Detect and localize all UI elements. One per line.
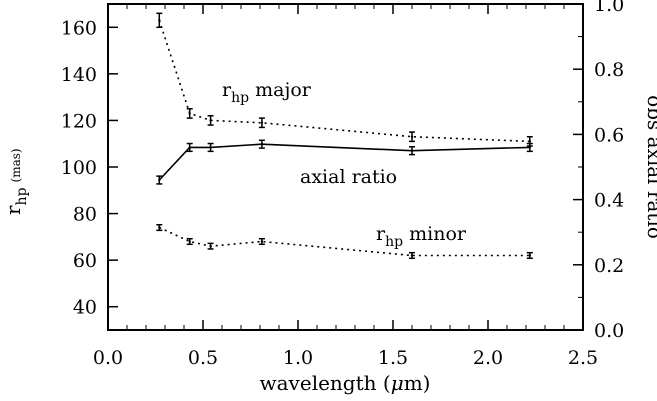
x-tick-label-2: 1.0 bbox=[283, 347, 313, 369]
axis-ticks: 0.0 0.5 1.0 1.5 2.0 2.5 40 60 80 100 120 140 160 0.0 0… bbox=[61, 0, 624, 369]
x-axis-title: wavelength (μm) bbox=[260, 371, 431, 395]
y-left-tick-label-3: 100 bbox=[61, 157, 97, 179]
series-2-line bbox=[158, 226, 530, 257]
series-0-point-4 bbox=[410, 135, 414, 138]
label-rhp-major: rhp major bbox=[222, 79, 312, 106]
y-left-tick-label-4: 120 bbox=[61, 110, 97, 132]
label-rhp-minor: rhp minor bbox=[376, 223, 467, 250]
x-tick-label-0: 0.0 bbox=[93, 347, 123, 369]
series-0-point-2 bbox=[209, 119, 212, 122]
series-2-point-0 bbox=[158, 226, 161, 229]
y-right-tick-label-0: 0.0 bbox=[594, 320, 624, 342]
series-1-point-3 bbox=[260, 142, 264, 146]
y-right-tick-label-2: 0.4 bbox=[594, 190, 624, 212]
y-left-tick-label-5: 140 bbox=[61, 64, 97, 86]
series-1-point-5 bbox=[528, 146, 531, 149]
series-0-point-5 bbox=[528, 140, 531, 143]
series-layer bbox=[156, 12, 533, 260]
y-left-tick-label-0: 40 bbox=[73, 297, 97, 319]
y-left-tick-label-1: 60 bbox=[73, 250, 97, 272]
x-tick-label-5: 2.5 bbox=[568, 347, 598, 369]
y-right-tick-label-3: 0.6 bbox=[594, 124, 624, 146]
y-right-tick-label-1: 0.2 bbox=[594, 255, 624, 277]
series-1-line bbox=[158, 143, 530, 181]
series-1-point-4 bbox=[410, 149, 414, 152]
series-0-line bbox=[158, 20, 530, 143]
series-2-point-1 bbox=[188, 240, 191, 243]
label-axial-ratio: axial ratio bbox=[300, 166, 397, 188]
y-left-tick-label-2: 80 bbox=[73, 204, 97, 226]
y-right-tick-label-5: 1.0 bbox=[594, 0, 624, 16]
y-left-tick-label-6: 160 bbox=[61, 17, 97, 39]
series-2-point-4 bbox=[410, 254, 414, 257]
series-1-point-2 bbox=[209, 146, 212, 149]
y-right-axis-title: obs axial ratio bbox=[643, 95, 657, 239]
y-left-axis-title: rhp(mas) bbox=[1, 148, 30, 215]
series-2-point-5 bbox=[528, 254, 531, 257]
series-2-point-3 bbox=[260, 240, 264, 243]
x-tick-label-4: 2.0 bbox=[473, 347, 503, 369]
x-tick-label-3: 1.5 bbox=[378, 347, 408, 369]
x-tick-label-1: 0.5 bbox=[188, 347, 218, 369]
y-right-tick-label-4: 0.8 bbox=[594, 59, 624, 81]
series-1-point-0 bbox=[158, 178, 161, 182]
series-1-point-1 bbox=[188, 146, 191, 149]
series-0-point-0 bbox=[158, 19, 161, 22]
series-2-point-2 bbox=[209, 244, 212, 248]
series-0-point-1 bbox=[188, 112, 191, 115]
series-0-point-3 bbox=[260, 121, 264, 124]
